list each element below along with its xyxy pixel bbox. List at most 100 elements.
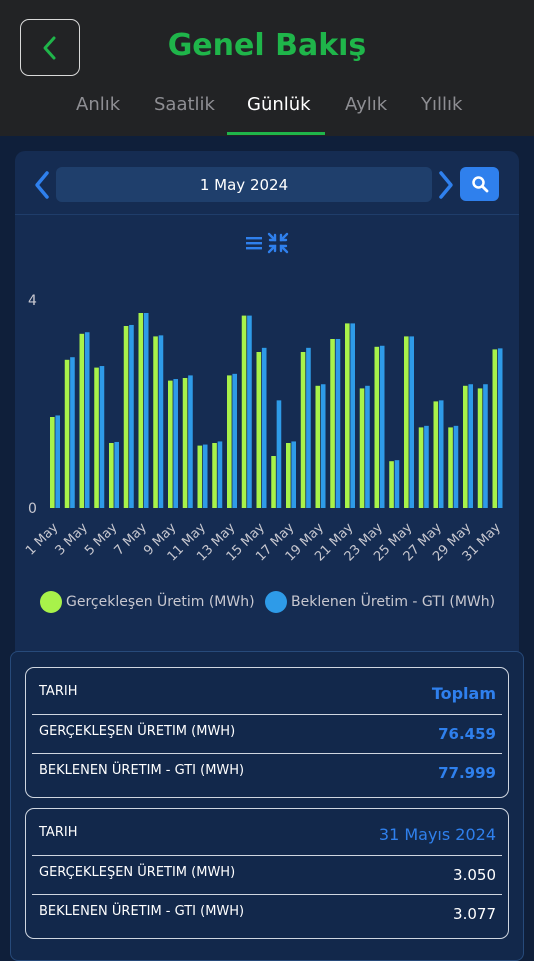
bar-actual[interactable] <box>227 375 232 508</box>
bar-actual[interactable] <box>271 456 276 508</box>
x-tick-label: 7 May <box>112 520 151 559</box>
bar-expected[interactable] <box>350 323 355 508</box>
bar-actual[interactable] <box>256 352 262 508</box>
bar-expected[interactable] <box>497 348 503 508</box>
bar-actual[interactable] <box>463 385 468 508</box>
divider <box>32 894 502 895</box>
tab-gunluk[interactable]: Günlük <box>247 94 311 115</box>
list-icon[interactable] <box>245 234 263 252</box>
bar-actual[interactable] <box>168 380 173 508</box>
header-value: 31 Mayıs 2024 <box>378 825 496 844</box>
bar-expected[interactable] <box>99 366 105 508</box>
date-field[interactable]: 1 May 2024 <box>56 167 432 202</box>
bar-expected[interactable] <box>84 332 90 508</box>
table-row: GERÇEKLEŞEN ÜRETIM (MWH) 76.459 <box>32 724 502 754</box>
header-value: Toplam <box>431 684 496 703</box>
previous-date-button[interactable] <box>30 168 54 202</box>
page-title: Genel Bakış <box>167 28 367 63</box>
bar-expected[interactable] <box>379 345 385 508</box>
bar-expected[interactable] <box>217 441 223 508</box>
bar-expected[interactable] <box>291 441 296 508</box>
tab-aylik[interactable]: Aylık <box>345 94 388 115</box>
bar-expected[interactable] <box>276 400 282 508</box>
bar-actual[interactable] <box>374 346 380 508</box>
bar-expected[interactable] <box>202 444 208 508</box>
tab-anlik[interactable]: Anlık <box>76 94 121 115</box>
bar-actual[interactable] <box>241 315 247 508</box>
bar-expected[interactable] <box>70 357 75 508</box>
bar-actual[interactable] <box>418 427 424 508</box>
bar-actual[interactable] <box>109 443 114 508</box>
summary-total-table: TARIH Toplam GERÇEKLEŞEN ÜRETIM (MWH) 76… <box>25 667 509 798</box>
bar-actual[interactable] <box>389 461 394 508</box>
bar-actual[interactable] <box>79 333 85 508</box>
bar-actual[interactable] <box>315 385 321 508</box>
row-value: 76.459 <box>438 725 496 743</box>
bar-expected[interactable] <box>247 315 252 508</box>
collapse-icon[interactable] <box>267 232 289 254</box>
date-selector-row <box>15 151 519 215</box>
bar-actual[interactable] <box>197 445 203 508</box>
bar-actual[interactable] <box>123 326 129 508</box>
bar-expected[interactable] <box>409 336 414 508</box>
bar-actual[interactable] <box>64 359 70 508</box>
bar-expected[interactable] <box>365 385 370 508</box>
bar-expected[interactable] <box>55 415 60 508</box>
bar-expected[interactable] <box>306 347 311 508</box>
bar-actual[interactable] <box>286 443 291 508</box>
bar-actual[interactable] <box>138 313 144 508</box>
bar-actual[interactable] <box>330 339 335 508</box>
tab-saatlik[interactable]: Saatlik <box>154 94 215 115</box>
divider <box>32 855 502 856</box>
bar-actual[interactable] <box>359 388 365 508</box>
bar-actual[interactable] <box>492 349 498 508</box>
row-key: BEKLENEN ÜRETIM - GTI (MWH) <box>39 904 245 919</box>
x-tick-label: 1 May <box>23 520 62 559</box>
bar-actual[interactable] <box>345 323 350 508</box>
search-button[interactable] <box>460 167 499 201</box>
legend-item-actual[interactable]: Gerçekleşen Üretim (MWh) <box>40 590 255 614</box>
chart-controls <box>245 232 291 254</box>
bar-expected[interactable] <box>129 324 134 508</box>
back-button[interactable] <box>20 19 80 76</box>
row-key: BEKLENEN ÜRETIM - GTI (MWH) <box>39 763 245 778</box>
bar-actual[interactable] <box>477 388 483 508</box>
bar-expected[interactable] <box>188 375 193 508</box>
legend-label-expected: Beklenen Üretim - GTI (MWh) <box>291 594 496 610</box>
bar-expected[interactable] <box>468 384 473 508</box>
bar-expected[interactable] <box>438 400 444 508</box>
period-tabs: Anlık Saatlik Günlük Aylık Yıllık <box>0 84 534 136</box>
legend-dot-actual <box>40 591 62 613</box>
bar-expected[interactable] <box>114 441 119 508</box>
summary-panel <box>10 651 524 961</box>
bar-expected[interactable] <box>320 384 326 508</box>
chevron-right-icon <box>439 171 453 199</box>
bar-expected[interactable] <box>261 347 267 508</box>
bar-actual[interactable] <box>50 417 55 508</box>
table-header-row: TARIH 31 Mayıs 2024 <box>32 823 502 853</box>
bar-actual[interactable] <box>448 427 453 508</box>
bar-actual[interactable] <box>94 367 99 508</box>
bar-expected[interactable] <box>424 425 429 508</box>
bar-actual[interactable] <box>433 401 439 508</box>
bar-expected[interactable] <box>232 373 237 508</box>
bar-expected[interactable] <box>173 379 178 508</box>
bar-actual[interactable] <box>404 336 409 508</box>
bar-expected[interactable] <box>483 384 488 508</box>
bar-actual[interactable] <box>300 352 306 508</box>
bar-expected[interactable] <box>335 339 341 508</box>
bar-actual[interactable] <box>212 443 217 508</box>
bar-expected[interactable] <box>143 313 149 508</box>
legend-label-actual: Gerçekleşen Üretim (MWh) <box>66 594 255 610</box>
bar-expected[interactable] <box>453 425 459 508</box>
legend-item-expected[interactable]: Beklenen Üretim - GTI (MWh) <box>265 590 495 614</box>
row-value: 3.050 <box>453 866 496 884</box>
bar-expected[interactable] <box>158 335 164 508</box>
bar-actual[interactable] <box>153 336 158 508</box>
bar-actual[interactable] <box>182 378 188 508</box>
next-date-button[interactable] <box>434 168 458 202</box>
chevron-left-icon <box>35 171 49 199</box>
tab-yillik[interactable]: Yıllık <box>421 94 463 115</box>
divider <box>32 753 502 754</box>
bar-expected[interactable] <box>394 460 400 508</box>
